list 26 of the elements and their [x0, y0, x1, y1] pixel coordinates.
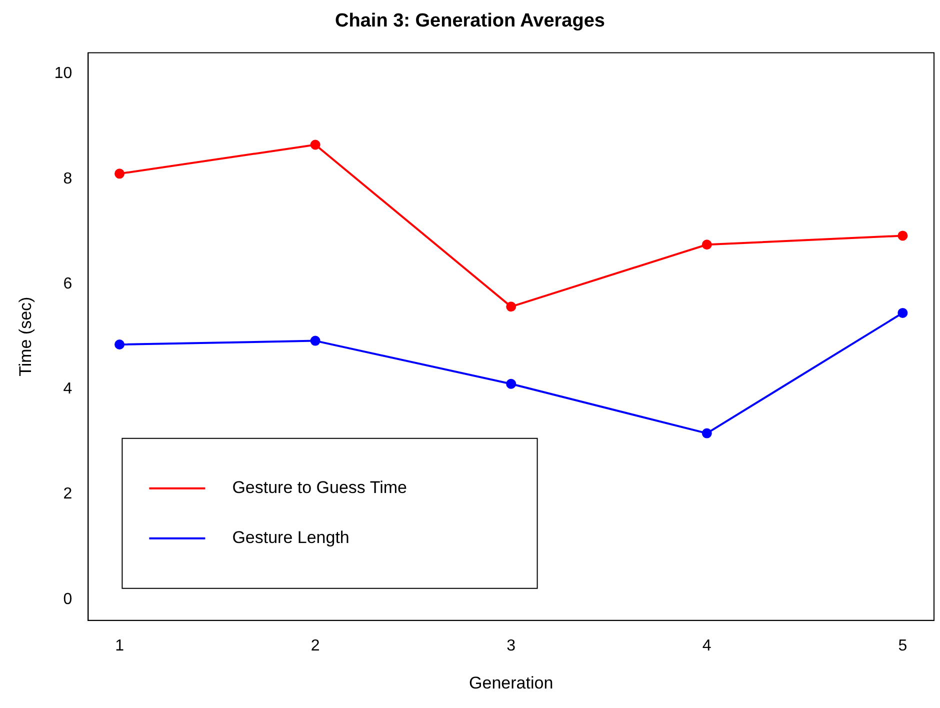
point: [114, 168, 125, 179]
x-tick-label: 5: [898, 637, 908, 654]
y-tick-label: 0: [63, 590, 72, 608]
y-tick-label: 2: [63, 486, 72, 503]
point: [506, 302, 516, 312]
point: [898, 308, 908, 318]
y-tick-label: 6: [63, 275, 72, 292]
point: [702, 428, 712, 438]
x-tick-label: 3: [506, 637, 516, 654]
point: [310, 140, 320, 150]
point: [898, 230, 908, 241]
legend-label: Gesture to Guess Time: [232, 478, 407, 498]
x-tick-label: 1: [115, 637, 124, 654]
x-tick-label: 4: [702, 637, 712, 654]
legend-label: Gesture Length: [232, 528, 350, 548]
point: [702, 240, 712, 250]
point: [310, 336, 320, 346]
y-tick-label: 10: [54, 65, 72, 82]
y-tick-label: 8: [63, 170, 72, 188]
x-tick-label: 2: [310, 637, 320, 654]
point: [114, 339, 125, 350]
chart-title: Chain 3: Generation Averages: [335, 10, 605, 32]
y-axis-title: Time (sec): [16, 296, 35, 376]
x-axis-title: Generation: [469, 673, 554, 692]
point: [506, 378, 516, 389]
y-tick-label: 4: [63, 380, 72, 398]
